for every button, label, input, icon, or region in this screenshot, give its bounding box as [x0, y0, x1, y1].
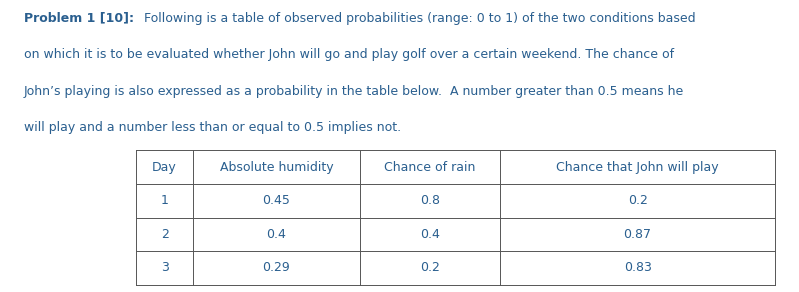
Text: Absolute humidity: Absolute humidity [220, 161, 333, 174]
Text: 0.8: 0.8 [419, 194, 440, 207]
Text: Day: Day [153, 161, 177, 174]
Text: on which it is to be evaluated whether John will go and play golf over a certain: on which it is to be evaluated whether J… [24, 48, 674, 61]
Text: John’s playing is also expressed as a probability in the table below.  A number : John’s playing is also expressed as a pr… [24, 85, 684, 98]
Text: 3: 3 [161, 261, 169, 274]
Text: Problem 1 [10]:: Problem 1 [10]: [24, 12, 134, 25]
Text: 0.2: 0.2 [628, 194, 647, 207]
Text: Chance that John will play: Chance that John will play [556, 161, 719, 174]
Text: 0.29: 0.29 [263, 261, 290, 274]
Text: Chance of rain: Chance of rain [384, 161, 475, 174]
Text: 0.4: 0.4 [420, 228, 439, 241]
Text: 1: 1 [161, 194, 169, 207]
Text: will play and a number less than or equal to 0.5 implies not.: will play and a number less than or equa… [24, 121, 401, 134]
Text: 0.87: 0.87 [623, 228, 652, 241]
Text: Following is a table of observed probabilities (range: 0 to 1) of the two condit: Following is a table of observed probabi… [140, 12, 695, 25]
Text: 2: 2 [161, 228, 169, 241]
Text: 0.2: 0.2 [420, 261, 439, 274]
Text: 0.45: 0.45 [263, 194, 290, 207]
Text: 0.83: 0.83 [624, 261, 651, 274]
Text: 0.4: 0.4 [267, 228, 286, 241]
